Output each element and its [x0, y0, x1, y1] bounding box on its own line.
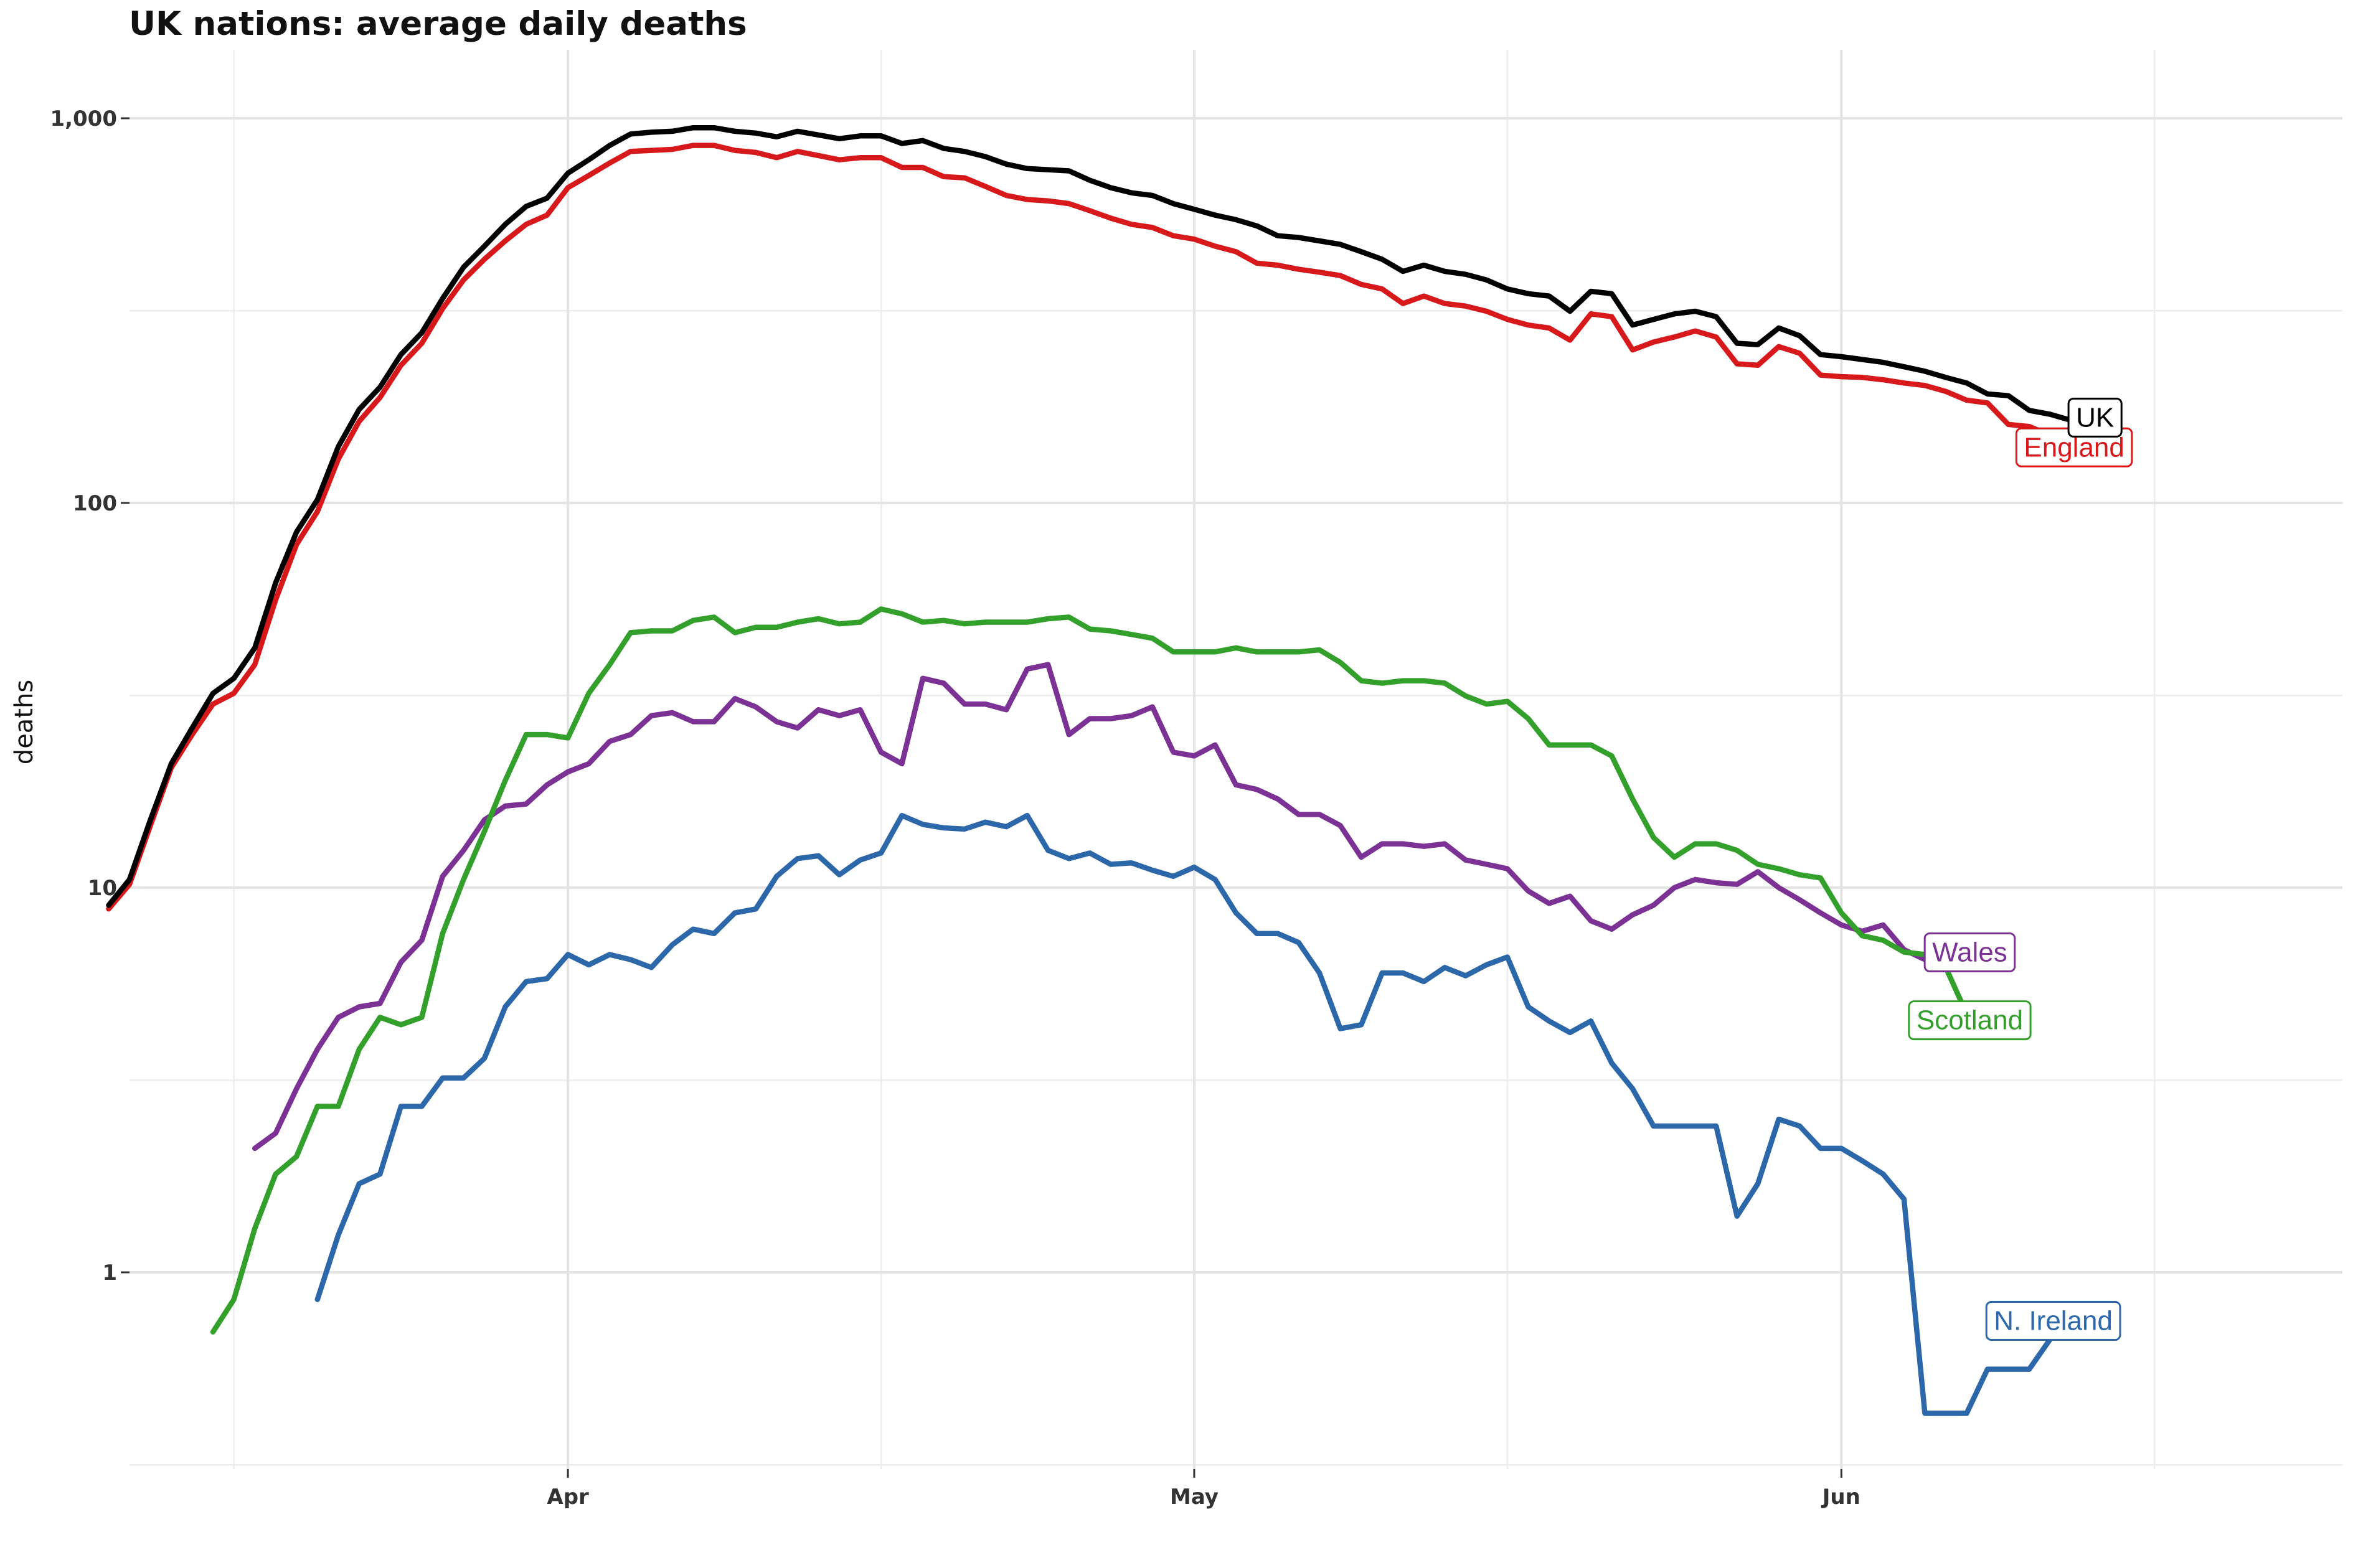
series-label-text: UK: [2076, 402, 2114, 433]
series-lines: [106, 124, 2095, 1416]
series-line-wales: [252, 662, 1969, 1152]
series-label-box: [1908, 1000, 2032, 1041]
series-label-scotland: Scotland: [1908, 1000, 2032, 1041]
y-tick-label: 10: [88, 876, 117, 901]
series-label-box: [2067, 397, 2123, 438]
axis-ticks: 1 10 100 1,000 Apr May Jun: [50, 106, 1860, 1509]
series-label-text: N. Ireland: [1994, 1305, 2113, 1336]
series-label-n-ireland: N. Ireland: [1985, 1300, 2121, 1341]
y-axis-label: deaths: [10, 680, 39, 764]
x-tick-label: Apr: [547, 1485, 589, 1509]
chart-title: UK nations: average daily deaths: [129, 5, 747, 43]
series-line-england: [106, 143, 2074, 912]
series-label-text: Wales: [1932, 937, 2007, 968]
series-label-box: [1985, 1300, 2121, 1341]
series-line-n-ireland: [314, 812, 2053, 1416]
y-tick-label: 100: [73, 491, 117, 516]
y-tick-label: 1,000: [50, 106, 117, 131]
series-line-uk: [106, 124, 2095, 908]
series-label-england: England: [2015, 427, 2133, 467]
series-label-wales: Wales: [1923, 932, 2016, 973]
x-tick-label: May: [1170, 1485, 1219, 1509]
gridlines: [130, 50, 2342, 1469]
series-line-scotland: [210, 606, 1969, 1335]
series-label-uk: UK: [2067, 397, 2123, 438]
series-label-text: Scotland: [1917, 1005, 2023, 1036]
x-tick-label: Jun: [1821, 1485, 1860, 1509]
y-tick-label: 1: [102, 1261, 117, 1285]
series-label-box: [1923, 932, 2016, 973]
